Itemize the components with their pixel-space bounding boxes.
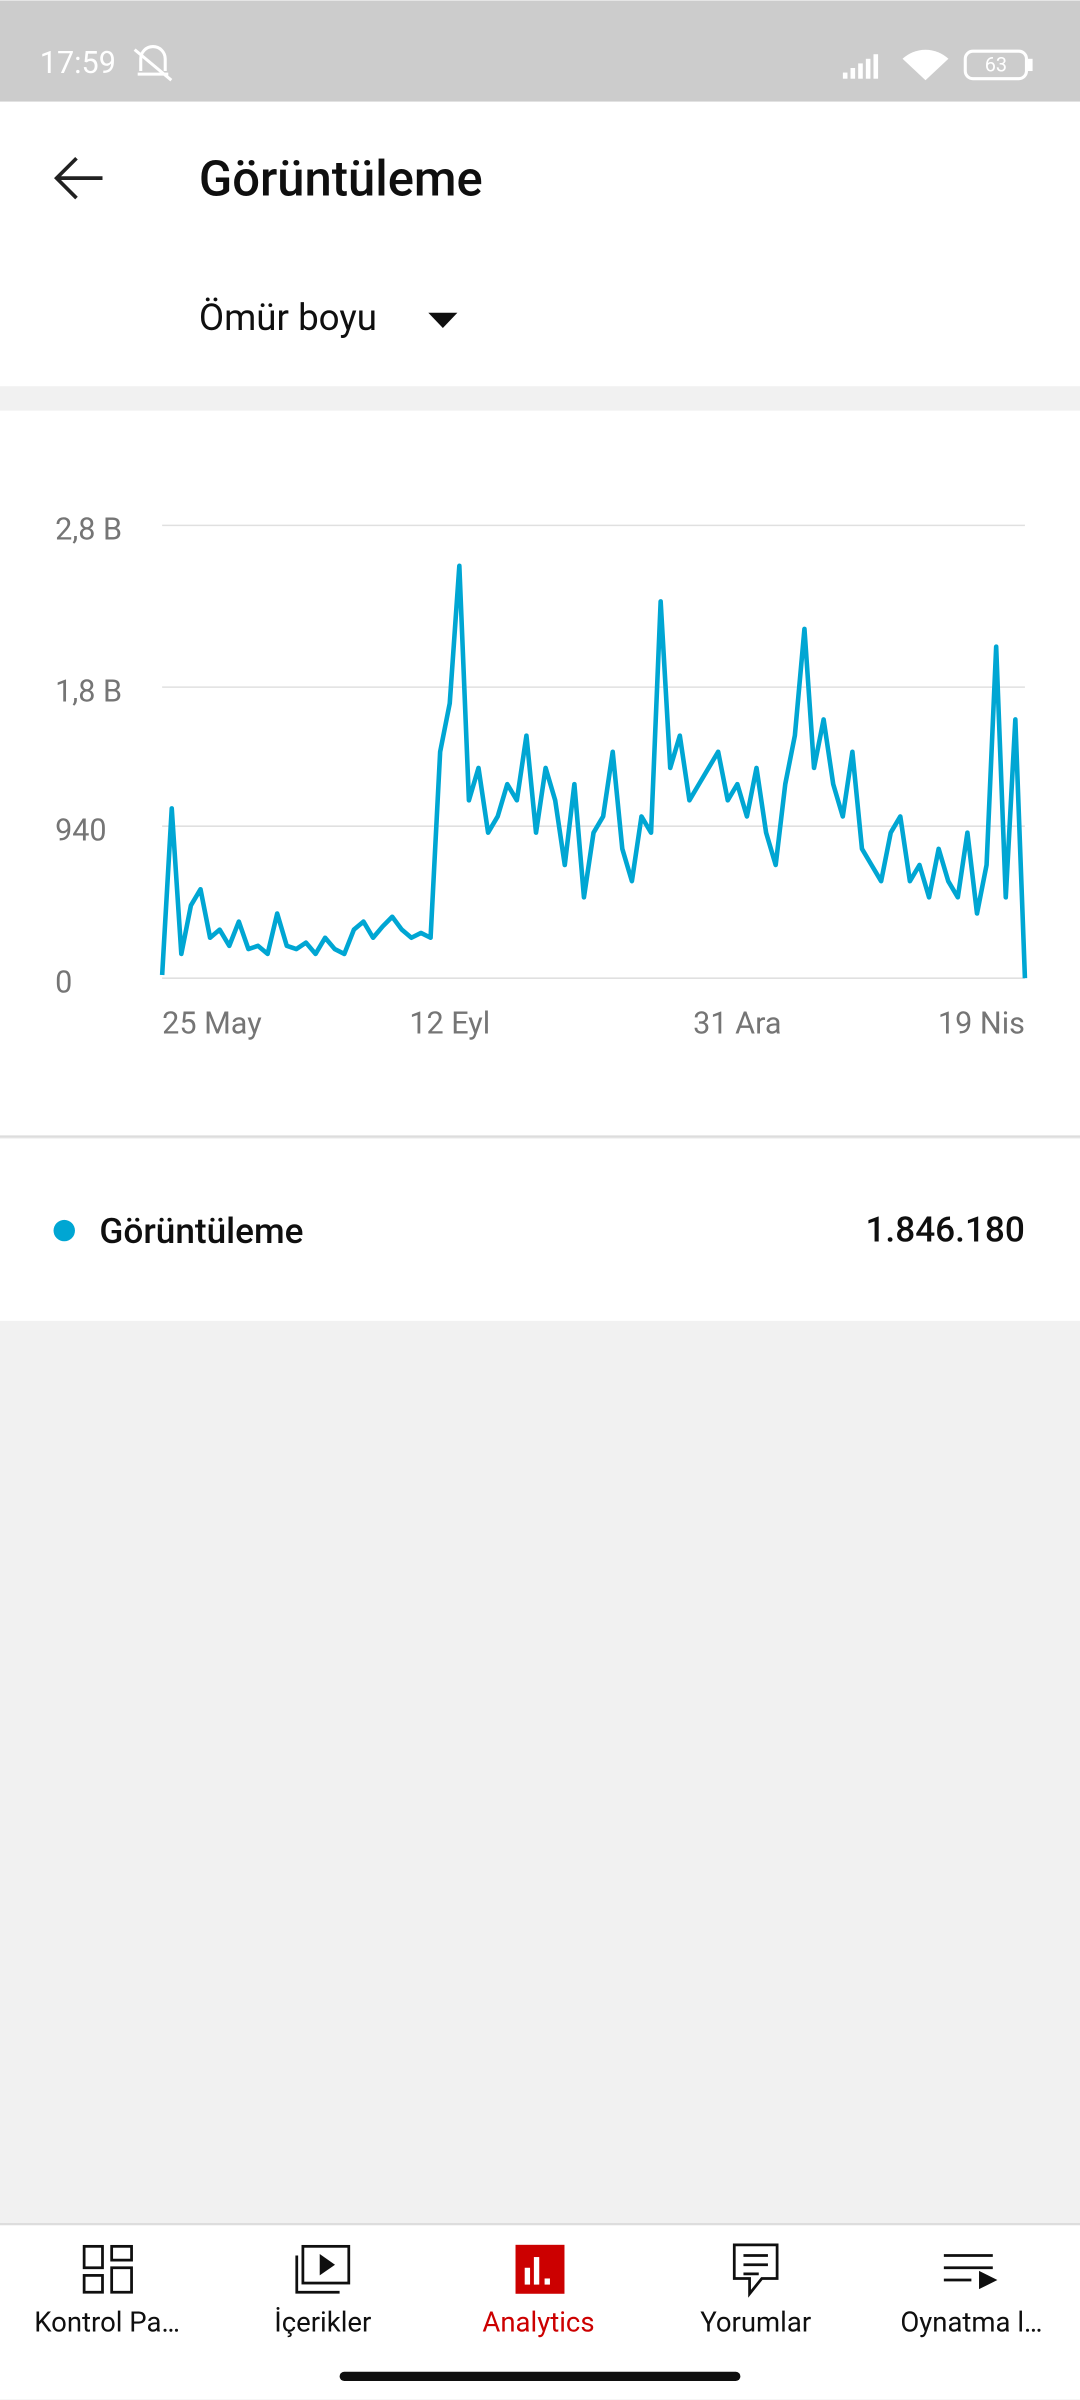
period-dropdown[interactable]: Ömür boyu: [199, 296, 377, 339]
x-tick-label: 25 May: [162, 1007, 262, 1042]
signal-icon: [842, 54, 879, 79]
y-tick-label: 0: [55, 965, 72, 1000]
x-tick-label: 12 Eyl: [409, 1007, 490, 1042]
playlist-icon[interactable]: [943, 2254, 998, 2290]
dashboard-icon[interactable]: [82, 2244, 133, 2294]
page-title: Görüntüleme: [199, 151, 483, 208]
x-tick-label: 31 Ara: [693, 1007, 781, 1042]
series-line: [159, 563, 1028, 979]
nav-label[interactable]: Yorumlar: [700, 2306, 811, 2339]
legend-card: [0, 1138, 1080, 1321]
nav-label[interactable]: Oynatma l…: [900, 2306, 1042, 2339]
status-time: 17:59: [40, 46, 116, 81]
legend: Görüntüleme: [53, 1210, 303, 1252]
mute-icon: [133, 45, 173, 82]
header: [0, 101, 1080, 387]
battery-icon: [963, 49, 1028, 81]
chart-card: [0, 410, 1080, 1136]
y-tick-label: 940: [55, 813, 107, 848]
legend-label: Görüntüleme: [99, 1210, 303, 1252]
battery-tip: [1027, 58, 1033, 72]
status-bar: [0, 0, 1080, 102]
analytics-icon[interactable]: [515, 2244, 565, 2294]
y-tick-label: 2,8 B: [55, 513, 122, 548]
summary-total: 1.846.180: [865, 1208, 1024, 1250]
dropdown-arrow[interactable]: [428, 312, 458, 329]
home-indicator: [339, 2371, 741, 2381]
wifi-icon: [902, 49, 949, 81]
chart: 0 940 1,8 B 2,8 B 25 May 12 Eyl 31 Ara 19 Nis: [55, 513, 1028, 1042]
nav-label[interactable]: Analytics: [482, 2306, 594, 2339]
battery-level: 63: [985, 54, 1007, 77]
nav-labels: Kontrol Pa… İçerikler Analytics Yorumlar Oyn…: [34, 2306, 1042, 2339]
back-button[interactable]: [54, 156, 103, 200]
content-icon[interactable]: [295, 2244, 351, 2294]
nav-label[interactable]: İçerikler: [274, 2306, 371, 2339]
nav-label[interactable]: Kontrol Pa…: [34, 2306, 180, 2339]
x-tick-label: 19 Nis: [938, 1007, 1025, 1042]
comments-icon[interactable]: [732, 2243, 779, 2298]
legend-dot: [53, 1219, 75, 1242]
y-tick-label: 1,8 B: [55, 674, 122, 709]
